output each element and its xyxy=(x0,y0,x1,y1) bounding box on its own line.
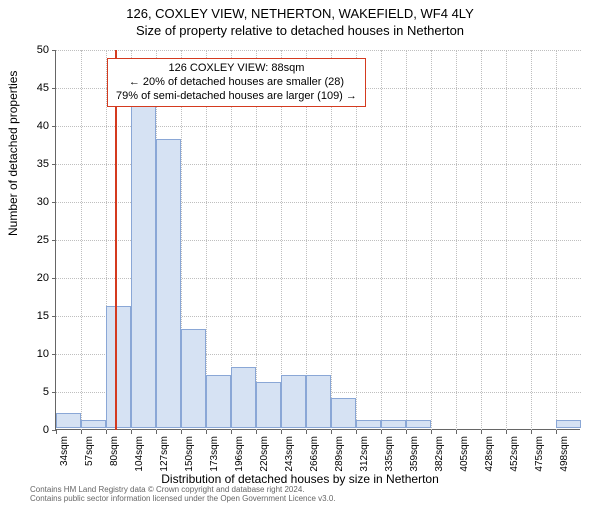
xtick-label: 173sqm xyxy=(209,436,220,472)
xtick-label: 289sqm xyxy=(334,436,345,472)
xtick-label: 475sqm xyxy=(534,436,545,472)
xtick-label: 452sqm xyxy=(509,436,520,472)
histogram-bar xyxy=(181,329,206,428)
histogram-bar xyxy=(281,375,306,428)
xtick-mark xyxy=(331,430,332,434)
x-axis-label: Distribution of detached houses by size … xyxy=(0,472,600,486)
ytick-label: 20 xyxy=(19,272,49,284)
xtick-mark xyxy=(281,430,282,434)
xtick-mark xyxy=(306,430,307,434)
xtick-label: 312sqm xyxy=(359,436,370,472)
histogram-bar xyxy=(206,375,231,428)
annot-line3: 79% of semi-detached houses are larger (… xyxy=(116,90,357,104)
xtick-label: 150sqm xyxy=(184,436,195,472)
histogram-bar xyxy=(556,420,581,428)
histogram-bar xyxy=(231,367,256,428)
ytick-label: 15 xyxy=(19,310,49,322)
xtick-mark xyxy=(531,430,532,434)
gridline-v xyxy=(506,50,507,430)
xtick-label: 220sqm xyxy=(259,436,270,472)
xtick-mark xyxy=(231,430,232,434)
ytick-label: 5 xyxy=(19,386,49,398)
xtick-mark xyxy=(206,430,207,434)
ytick-mark xyxy=(52,354,56,355)
histogram-bar xyxy=(81,420,106,428)
xtick-label: 196sqm xyxy=(234,436,245,472)
xtick-mark xyxy=(106,430,107,434)
gridline-v xyxy=(406,50,407,430)
xtick-mark xyxy=(456,430,457,434)
ytick-mark xyxy=(52,126,56,127)
xtick-label: 405sqm xyxy=(459,436,470,472)
chart-area: 34sqm57sqm80sqm104sqm127sqm150sqm173sqm1… xyxy=(55,50,580,430)
title-main: 126, COXLEY VIEW, NETHERTON, WAKEFIELD, … xyxy=(0,6,600,21)
histogram-bar xyxy=(356,420,381,428)
xtick-mark xyxy=(406,430,407,434)
gridline-v xyxy=(81,50,82,430)
xtick-label: 34sqm xyxy=(59,436,70,466)
xtick-label: 266sqm xyxy=(309,436,320,472)
xtick-label: 127sqm xyxy=(159,436,170,472)
histogram-bar xyxy=(56,413,81,428)
histogram-bar xyxy=(131,86,156,428)
ytick-mark xyxy=(52,164,56,165)
ytick-mark xyxy=(52,392,56,393)
histogram-bar xyxy=(306,375,331,428)
annot-line1: 126 COXLEY VIEW: 88sqm xyxy=(116,62,357,76)
ytick-mark xyxy=(52,202,56,203)
annotation-box: 126 COXLEY VIEW: 88sqm ← 20% of detached… xyxy=(107,58,366,107)
ytick-label: 30 xyxy=(19,196,49,208)
xtick-label: 382sqm xyxy=(434,436,445,472)
ytick-mark xyxy=(52,316,56,317)
gridline-v xyxy=(431,50,432,430)
histogram-bar xyxy=(256,382,281,428)
gridline-v xyxy=(556,50,557,430)
ytick-label: 40 xyxy=(19,120,49,132)
gridline-v xyxy=(481,50,482,430)
xtick-label: 104sqm xyxy=(134,436,145,472)
xtick-label: 498sqm xyxy=(559,436,570,472)
ytick-label: 25 xyxy=(19,234,49,246)
xtick-mark xyxy=(381,430,382,434)
gridline-v xyxy=(531,50,532,430)
ytick-label: 10 xyxy=(19,348,49,360)
ytick-mark xyxy=(52,278,56,279)
xtick-label: 243sqm xyxy=(284,436,295,472)
ytick-mark xyxy=(52,240,56,241)
xtick-label: 80sqm xyxy=(109,436,120,466)
gridline-v xyxy=(456,50,457,430)
xtick-mark xyxy=(356,430,357,434)
title-sub: Size of property relative to detached ho… xyxy=(0,23,600,38)
xtick-mark xyxy=(431,430,432,434)
xtick-mark xyxy=(131,430,132,434)
xtick-mark xyxy=(556,430,557,434)
y-axis-label: Number of detached properties xyxy=(6,71,20,236)
ytick-label: 0 xyxy=(19,424,49,436)
xtick-label: 428sqm xyxy=(484,436,495,472)
ytick-mark xyxy=(52,50,56,51)
histogram-bar xyxy=(381,420,406,428)
histogram-bar xyxy=(106,306,131,428)
xtick-mark xyxy=(181,430,182,434)
xtick-mark xyxy=(156,430,157,434)
histogram-bar xyxy=(156,139,181,428)
ytick-label: 45 xyxy=(19,82,49,94)
annot-line2: ← 20% of detached houses are smaller (28… xyxy=(116,76,357,90)
ytick-label: 50 xyxy=(19,44,49,56)
xtick-mark xyxy=(256,430,257,434)
xtick-mark xyxy=(506,430,507,434)
footer-attribution: Contains HM Land Registry data © Crown c… xyxy=(30,486,336,504)
gridline-h xyxy=(56,50,581,51)
gridline-v xyxy=(381,50,382,430)
xtick-label: 335sqm xyxy=(384,436,395,472)
xtick-mark xyxy=(81,430,82,434)
histogram-bar xyxy=(331,398,356,428)
histogram-bar xyxy=(406,420,431,428)
ytick-label: 35 xyxy=(19,158,49,170)
xtick-mark xyxy=(481,430,482,434)
ytick-mark xyxy=(52,88,56,89)
xtick-mark xyxy=(56,430,57,434)
xtick-label: 359sqm xyxy=(409,436,420,472)
xtick-label: 57sqm xyxy=(84,436,95,466)
